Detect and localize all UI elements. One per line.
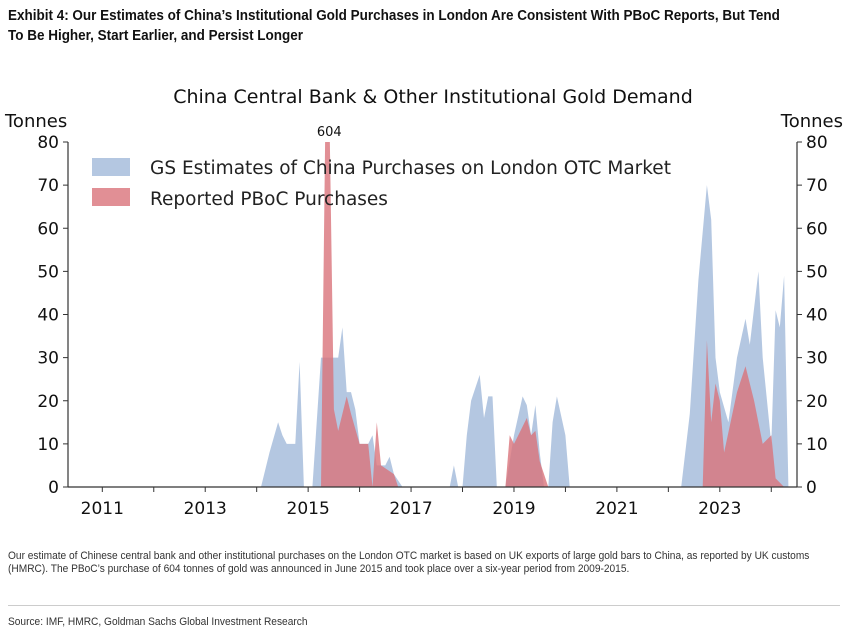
x-tick-label: 2011 — [81, 499, 124, 519]
y-axis-label-left: Tonnes — [4, 111, 67, 132]
legend: GS Estimates of China Purchases on Londo… — [92, 158, 671, 210]
legend-swatch-pboc — [92, 188, 130, 206]
x-tick-label: 2023 — [698, 499, 741, 519]
y-tick-label-left: 40 — [37, 306, 59, 326]
x-tick-label: 2013 — [184, 499, 227, 519]
legend-swatch-gs — [92, 158, 130, 176]
annotation-604: 604 — [317, 125, 342, 140]
y-tick-label-right: 0 — [806, 478, 817, 498]
y-tick-label-left: 80 — [37, 133, 59, 153]
y-tick-label-right: 80 — [806, 133, 828, 153]
y-tick-label-left: 10 — [37, 435, 59, 455]
exhibit-title: Exhibit 4: Our Estimates of China’s Inst… — [8, 8, 780, 44]
y-tick-label-left: 70 — [37, 176, 59, 196]
y-tick-label-right: 40 — [806, 306, 828, 326]
divider — [8, 605, 840, 606]
x-tick-label: 2019 — [492, 499, 535, 519]
y-tick-label-right: 70 — [806, 176, 828, 196]
y-tick-label-left: 60 — [37, 219, 59, 239]
y-tick-label-left: 0 — [48, 478, 59, 498]
gold-demand-chart: China Central Bank & Other Institutional… — [4, 86, 843, 519]
area-series-pboc-reported — [321, 142, 785, 487]
x-tick-label: 2021 — [595, 499, 638, 519]
y-tick-label-right: 10 — [806, 435, 828, 455]
y-axis-label-right: Tonnes — [780, 111, 843, 132]
x-tick-label: 2017 — [389, 499, 432, 519]
y-tick-label-right: 20 — [806, 392, 828, 412]
legend-label-gs: GS Estimates of China Purchases on Londo… — [150, 158, 671, 179]
y-tick-label-left: 20 — [37, 392, 59, 412]
source-note: Source: IMF, HMRC, Goldman Sachs Global … — [8, 616, 308, 628]
y-tick-label-right: 30 — [806, 349, 828, 369]
y-tick-label-right: 50 — [806, 262, 828, 282]
y-tick-label-left: 30 — [37, 349, 59, 369]
x-tick-label: 2015 — [287, 499, 330, 519]
footnote: Our estimate of Chinese central bank and… — [8, 550, 810, 575]
chart-title: China Central Bank & Other Institutional… — [173, 86, 693, 108]
y-tick-label-right: 60 — [806, 219, 828, 239]
y-tick-label-left: 50 — [37, 262, 59, 282]
legend-label-pboc: Reported PBoC Purchases — [150, 189, 388, 210]
